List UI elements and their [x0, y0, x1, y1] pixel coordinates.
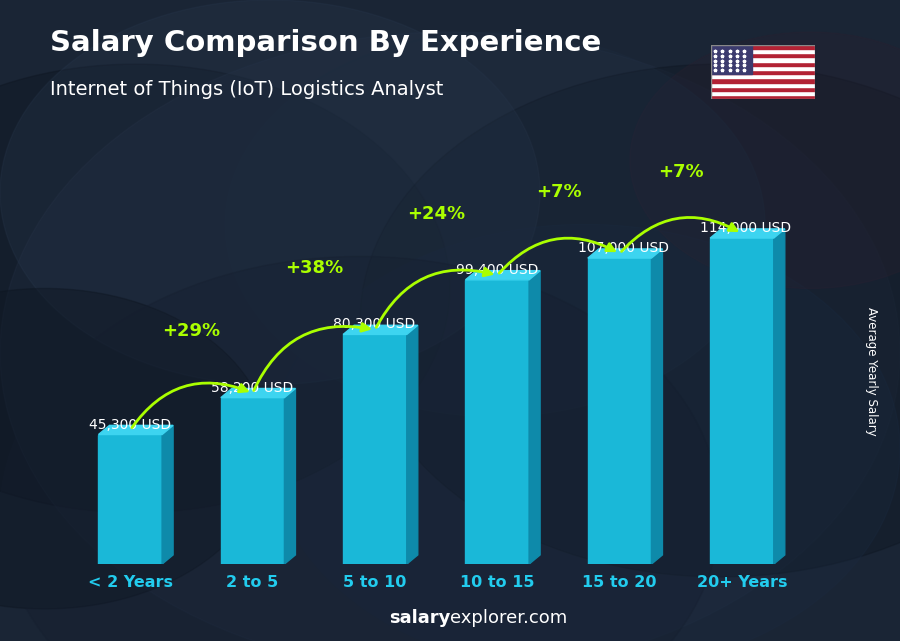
- Bar: [98, 435, 162, 564]
- Circle shape: [360, 64, 900, 577]
- Bar: [711, 83, 814, 87]
- Circle shape: [225, 32, 765, 417]
- Bar: [711, 74, 814, 78]
- Circle shape: [0, 288, 270, 609]
- Polygon shape: [465, 271, 540, 280]
- Text: 58,200 USD: 58,200 USD: [211, 381, 293, 395]
- Bar: [711, 62, 814, 66]
- Polygon shape: [98, 426, 173, 435]
- Bar: [711, 49, 814, 53]
- Bar: [711, 53, 814, 58]
- Polygon shape: [774, 229, 785, 564]
- Text: +24%: +24%: [407, 204, 465, 222]
- Bar: [343, 335, 407, 564]
- Polygon shape: [652, 249, 662, 564]
- Bar: [588, 258, 652, 564]
- Text: 45,300 USD: 45,300 USD: [89, 417, 171, 431]
- Bar: [711, 45, 814, 49]
- Text: 114,000 USD: 114,000 USD: [700, 221, 791, 235]
- Polygon shape: [284, 388, 295, 564]
- Polygon shape: [710, 229, 785, 238]
- Text: Internet of Things (IoT) Logistics Analyst: Internet of Things (IoT) Logistics Analy…: [50, 80, 443, 99]
- Bar: [465, 280, 529, 564]
- Circle shape: [0, 32, 900, 641]
- Text: +38%: +38%: [284, 259, 343, 278]
- Bar: [711, 58, 814, 62]
- Text: +29%: +29%: [162, 322, 220, 340]
- Text: Average Yearly Salary: Average Yearly Salary: [865, 308, 878, 436]
- Circle shape: [0, 256, 720, 641]
- Polygon shape: [220, 388, 295, 397]
- Bar: [711, 95, 814, 99]
- Text: +7%: +7%: [658, 163, 704, 181]
- Circle shape: [0, 64, 450, 513]
- Bar: [711, 78, 814, 83]
- Bar: [711, 91, 814, 95]
- Bar: [711, 70, 814, 74]
- Circle shape: [630, 32, 900, 288]
- Text: explorer.com: explorer.com: [450, 609, 567, 627]
- Polygon shape: [343, 325, 418, 335]
- Polygon shape: [407, 325, 418, 564]
- Text: 99,400 USD: 99,400 USD: [455, 263, 538, 277]
- Circle shape: [0, 0, 540, 385]
- Polygon shape: [529, 271, 540, 564]
- Bar: [220, 397, 284, 564]
- Text: 107,000 USD: 107,000 USD: [578, 241, 669, 255]
- Polygon shape: [588, 249, 662, 258]
- Bar: [710, 238, 774, 564]
- Bar: [711, 87, 814, 91]
- Polygon shape: [162, 426, 173, 564]
- Bar: [711, 66, 814, 70]
- Circle shape: [270, 224, 900, 641]
- Text: salary: salary: [389, 609, 450, 627]
- Bar: [711, 45, 752, 74]
- Text: +7%: +7%: [536, 183, 581, 201]
- Text: 80,300 USD: 80,300 USD: [333, 317, 416, 331]
- Text: Salary Comparison By Experience: Salary Comparison By Experience: [50, 29, 601, 57]
